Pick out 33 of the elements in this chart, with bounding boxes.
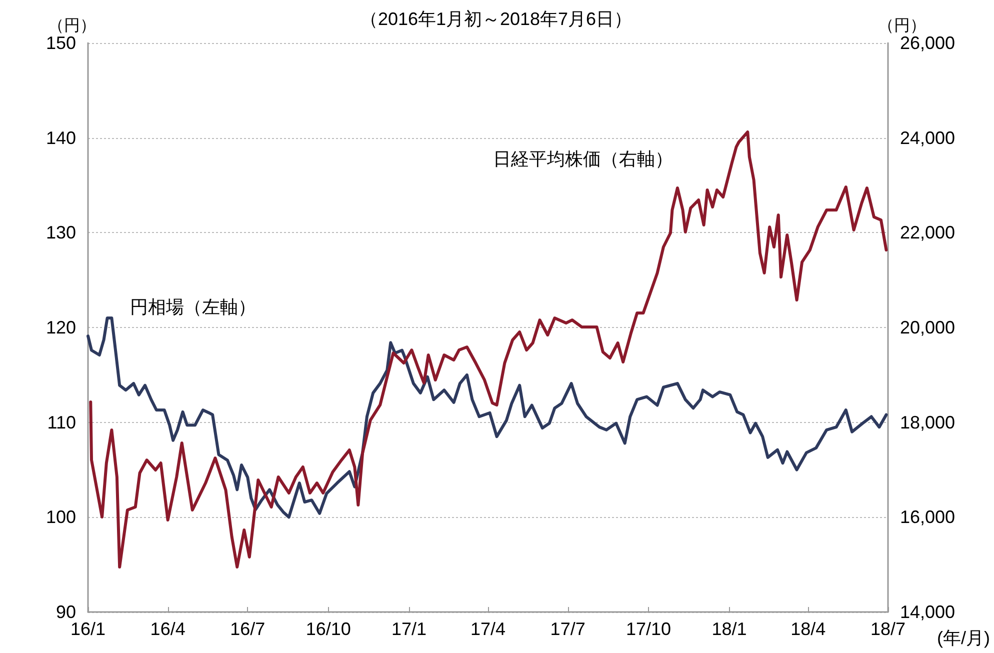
y-tick-label: 140 <box>46 128 76 148</box>
chart-title: （2016年1月初～2018年7月6日） <box>360 9 632 29</box>
x-tick-label: 17/10 <box>626 619 672 639</box>
y-tick-label: 110 <box>47 412 76 432</box>
x-tick-label: 16/1 <box>70 619 106 639</box>
x-tick-label: 18/1 <box>712 619 747 639</box>
x-tick-label: 16/10 <box>306 619 351 639</box>
y-tick-label: 150 <box>46 33 76 53</box>
x-tick-label: 18/7 <box>870 619 906 639</box>
x-axis-title: (年/月) <box>937 628 990 648</box>
y-tick-label: 120 <box>46 318 76 338</box>
y2-tick-label: 18,000 <box>900 412 956 432</box>
x-tick-label: 16/4 <box>150 619 186 639</box>
x-tick-label: 17/1 <box>392 619 427 639</box>
line-series <box>89 130 888 568</box>
y-axis-title: （円） <box>48 18 96 35</box>
y2-tick-label: 24,000 <box>900 128 956 148</box>
x-tick-label: 17/4 <box>470 619 506 639</box>
y2-tick-label: 14,000 <box>900 602 956 622</box>
x-tick-label: 16/7 <box>230 619 266 639</box>
y2-axis-title: （円） <box>878 18 926 35</box>
y-tick-label: 100 <box>46 507 76 528</box>
line-series <box>86 316 888 519</box>
x-tick-label: 17/7 <box>550 619 586 639</box>
y-tick-label: 90 <box>56 602 76 622</box>
series-label: 日経平均株価（右軸） <box>493 149 673 169</box>
y-tick-label: 130 <box>46 222 76 243</box>
x-tick-label: 18/4 <box>790 619 826 639</box>
y2-tick-label: 16,000 <box>900 507 956 528</box>
y2-tick-label: 22,000 <box>900 222 956 243</box>
y2-tick-label: 20,000 <box>900 318 956 338</box>
y2-tick-label: 26,000 <box>900 33 956 53</box>
series-label: 円相場（左軸） <box>130 297 256 317</box>
